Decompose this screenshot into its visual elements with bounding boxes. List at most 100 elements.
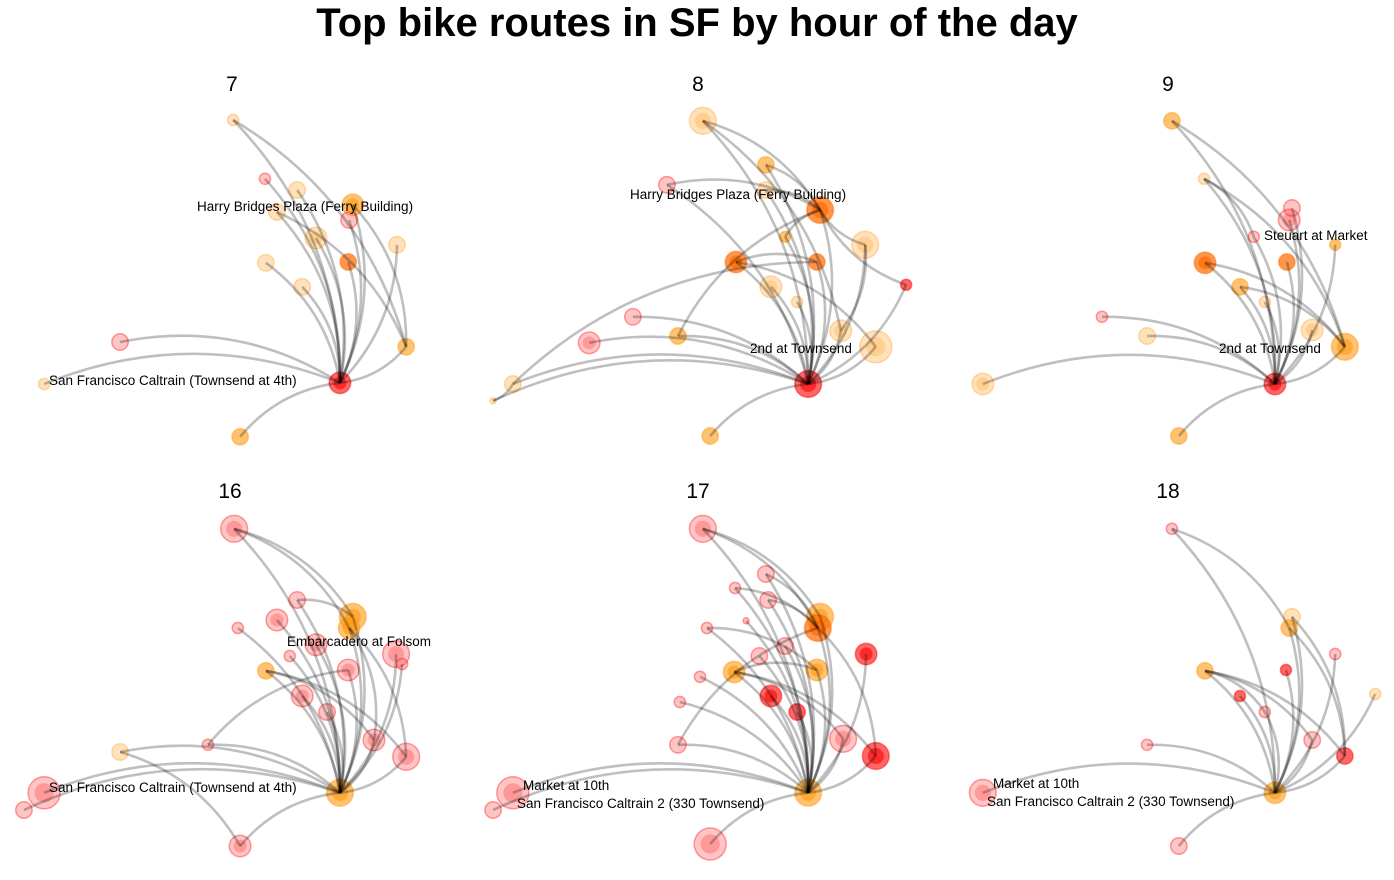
station-node [1233,689,1247,703]
route-edge [339,755,408,795]
station-node-inner [810,663,824,677]
panel-hour-17 [484,514,890,861]
route-edge [348,627,408,757]
station-node-inner [346,198,360,212]
route-edge [632,315,810,385]
route-edge [807,284,908,386]
station-node-inner [503,783,523,803]
panel-title-hour-9: 9 [1162,73,1174,96]
route-edge [492,359,809,402]
route-edge [119,744,341,794]
station-node-inner [694,112,711,129]
route-edge [806,616,834,794]
route-edge [297,598,354,618]
route-edge [339,345,408,385]
chart-title: Top bike routes in SF by hour of the day [316,1,1078,45]
route-edge [339,663,404,794]
route-edge [265,669,376,741]
station-label: Market at 10th [523,778,610,793]
route-edge [769,695,810,793]
route-edge [1204,669,1277,793]
route-edge [351,203,408,347]
station-node [111,743,130,761]
station-node [756,155,775,174]
route-edge [733,670,845,740]
station-node [742,617,750,625]
station-node [899,278,913,292]
station-node [340,211,359,229]
station-node-inner [800,784,817,801]
station-node [288,591,307,609]
station-node [304,226,328,250]
panel-hour-18 [968,522,1382,855]
station-label: Steuart at Market [1264,228,1368,243]
station-node [27,776,61,810]
panel-title-hour-8: 8 [692,73,704,96]
route-edge [288,655,342,793]
route-edge [734,587,810,793]
route-edge [807,653,868,794]
station-node [688,514,717,543]
station-node [673,695,687,709]
station-node [293,277,312,296]
route-edge [764,164,816,385]
station-node [1277,208,1301,232]
station-node [971,372,995,396]
route-edge [807,738,845,794]
station-label: Embarcadero at Folsom [287,634,432,649]
route-edge [806,627,832,794]
station-node [1196,661,1214,680]
route-edge [512,761,809,795]
route-edge [764,189,814,385]
station-node [1247,230,1261,244]
station-node [392,742,421,771]
route-edge [706,626,818,671]
station-node-inner [700,834,720,854]
station-node [851,230,880,259]
route-edge [1274,693,1377,794]
route-edge [734,586,819,629]
station-label: Harry Bridges Plaza (Ferry Building) [630,187,847,202]
station-node [256,661,275,680]
station-node [503,375,522,393]
route-edge [819,209,866,247]
route-edge [339,653,398,794]
station-node-inner [835,730,852,747]
route-edge [818,209,907,287]
route-edge [1170,527,1277,793]
station-node [283,649,297,663]
route-edge [338,204,367,384]
route-edge [43,761,341,795]
station-node-inner [226,520,243,537]
station-node [111,333,130,351]
route-edge [348,627,378,741]
route-edge [808,345,877,386]
station-node-inner [1282,213,1296,227]
station-node [339,253,358,271]
route-edge [702,527,819,629]
station-node [304,633,328,657]
route-edge [1177,382,1276,437]
station-label: 2nd at Townsend [750,341,852,356]
station-node [362,728,386,752]
route-edge [733,661,818,674]
panel-title-hour-17: 17 [686,480,710,503]
route-edge [733,670,877,757]
station-node [1231,277,1249,296]
station-node [1277,253,1296,271]
station-node [688,106,717,135]
route-edge [1101,315,1276,385]
route-edge [1204,669,1346,757]
station-node-inner [976,377,990,391]
panel-hour-7 [37,113,416,446]
station-node [1335,747,1354,765]
route-edge [338,616,366,794]
station-node-inner [859,647,873,661]
route-edge [795,711,813,794]
station-node [776,637,795,655]
route-edge [765,572,820,629]
station-label: San Francisco Caltrain 2 (330 Townsend) [517,796,765,811]
route-edge [808,755,877,795]
route-edge [1239,285,1277,385]
